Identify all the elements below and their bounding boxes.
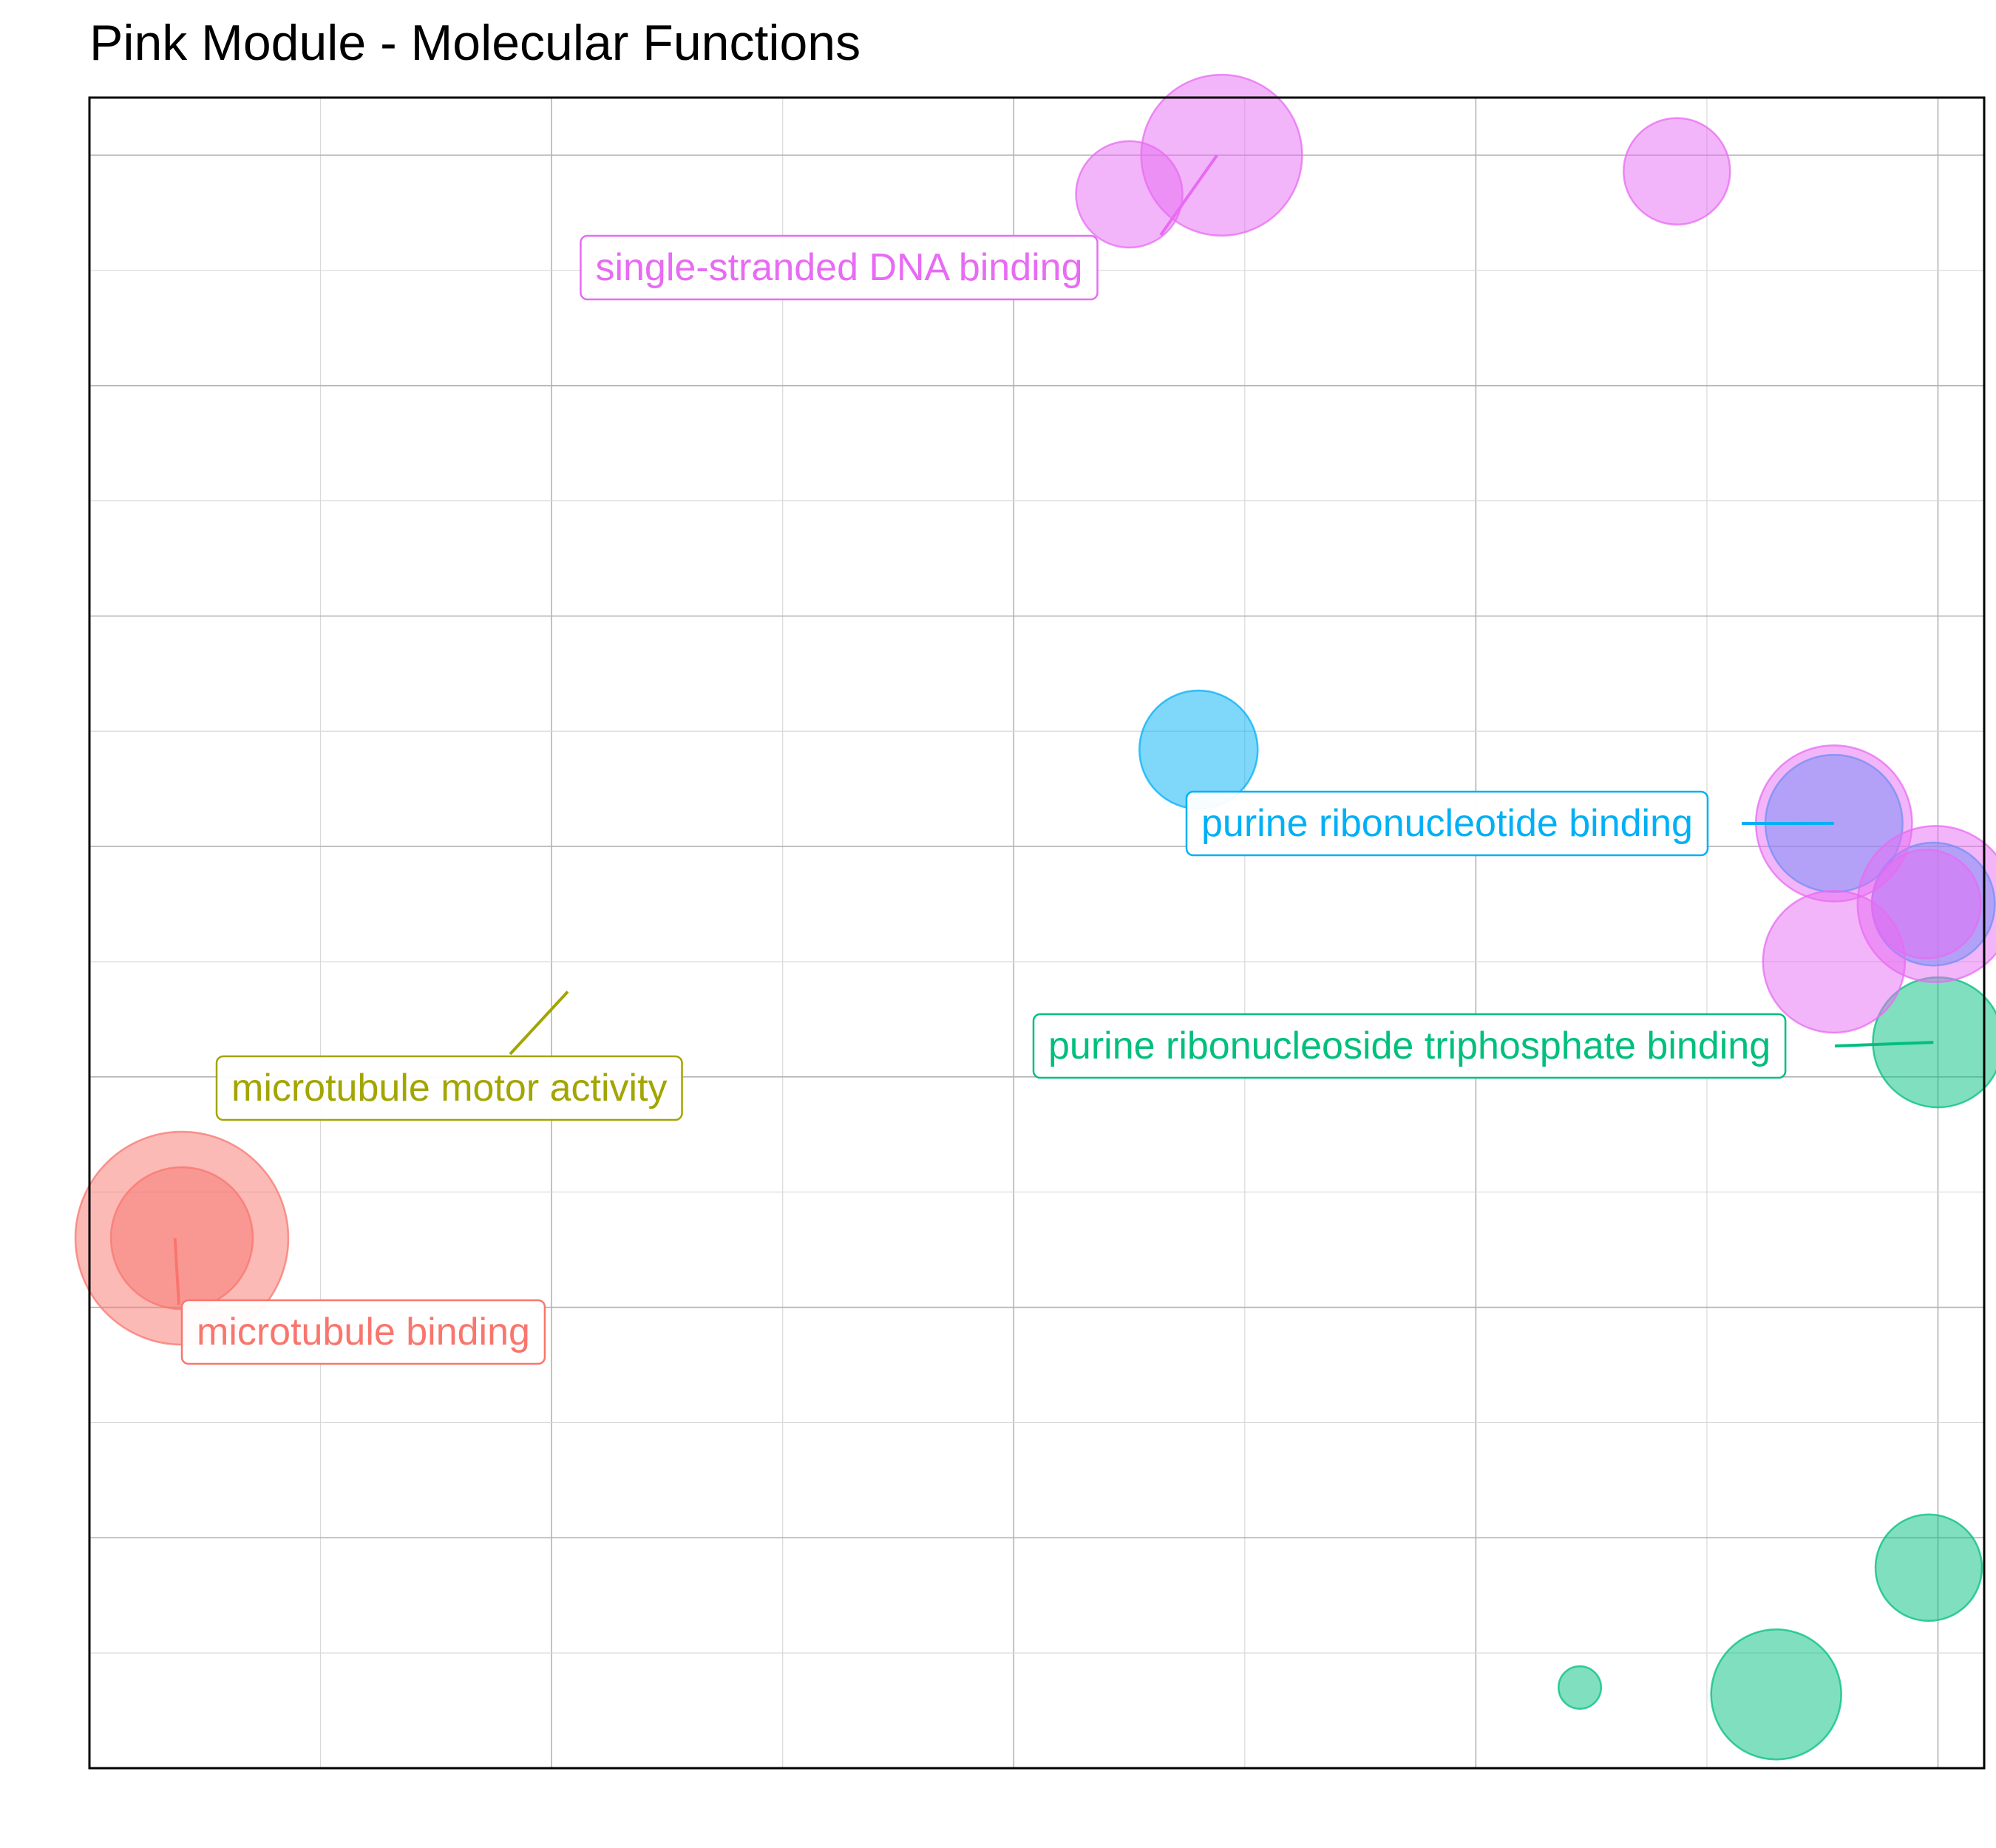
label-leader-line [1834, 1041, 1934, 1047]
bubble-point [1075, 140, 1184, 249]
label-text: single-stranded DNA binding [595, 246, 1082, 289]
label-leader-line [509, 991, 569, 1056]
label-text: purine ribonucleoside triphosphate bindi… [1048, 1025, 1771, 1067]
point-label: microtubule binding [173, 1237, 546, 1365]
bubble-point [1762, 889, 1907, 1034]
chart-title: Pink Module - Molecular Functions [89, 15, 860, 71]
bubble-point [1710, 1628, 1842, 1761]
label-box [1032, 1013, 1787, 1079]
grid [89, 98, 1984, 1768]
label-text: microtubule motor activity [231, 1067, 668, 1110]
panel-border [88, 96, 1986, 1770]
label-box [1185, 790, 1709, 857]
label-text: microtubule binding [197, 1311, 530, 1353]
bubble-point [109, 1166, 254, 1311]
point-label: purine ribonucleotide binding [1185, 790, 1834, 857]
point-label: purine ribonucleoside triphosphate bindi… [1032, 1013, 1934, 1079]
label-box [215, 1055, 683, 1121]
label-box [180, 1299, 546, 1365]
label-leader-line [173, 1237, 180, 1305]
label-box [580, 234, 1099, 301]
point-label: single-stranded DNA binding [580, 154, 1218, 301]
point-label: microtubule motor activity [215, 991, 683, 1121]
label-text: purine ribonucleotide binding [1201, 802, 1693, 845]
bubble-point [1623, 117, 1731, 226]
points-layer [74, 73, 1996, 1761]
bubble-point [1557, 1665, 1603, 1710]
label-leader-line [1159, 154, 1218, 237]
labels-layer: single-stranded DNA binding purine ribonu… [173, 154, 1934, 1365]
bubble-point [1874, 1513, 1983, 1623]
